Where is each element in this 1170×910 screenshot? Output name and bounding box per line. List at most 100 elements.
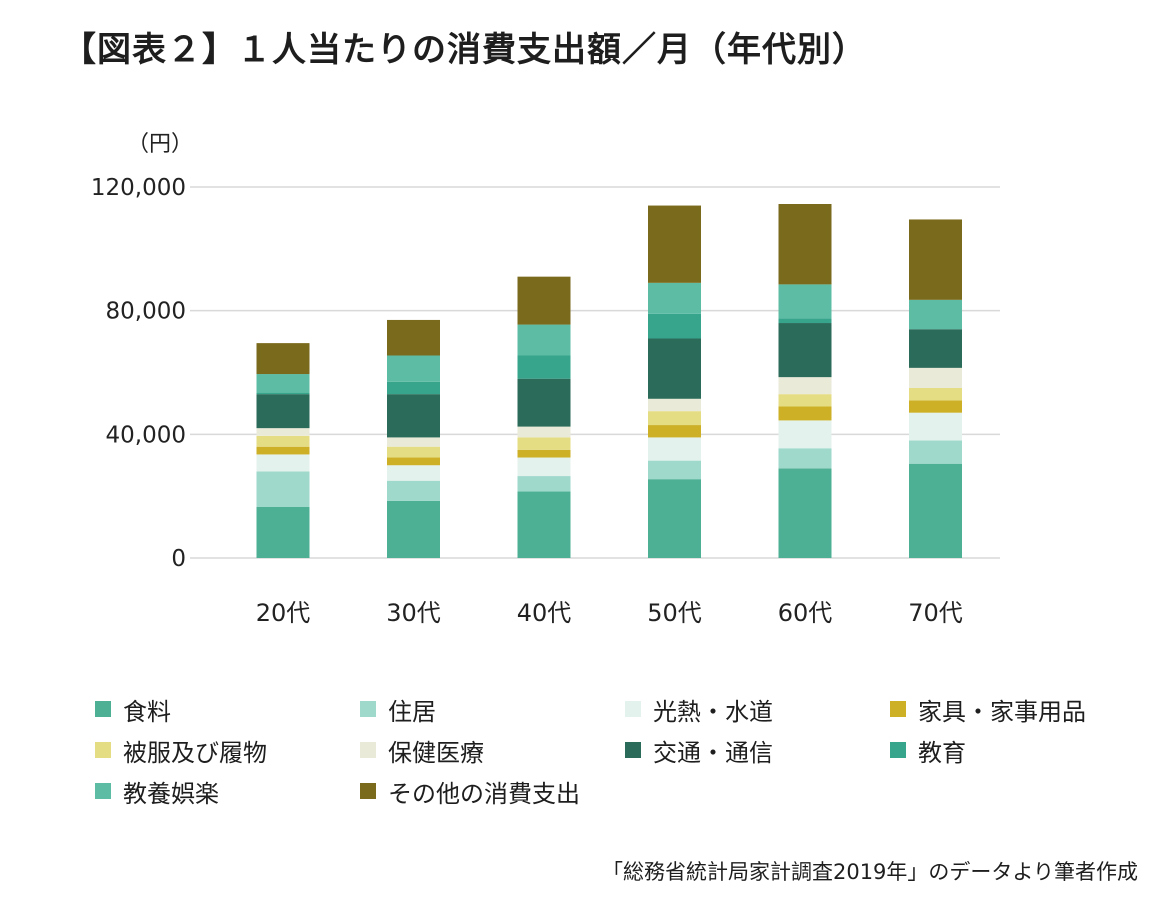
bar-segment bbox=[648, 460, 701, 480]
bar-segment bbox=[517, 324, 571, 356]
bar-segment bbox=[387, 319, 440, 356]
bar-segment bbox=[256, 506, 310, 558]
bar-segment bbox=[778, 204, 832, 285]
legend-swatch bbox=[360, 742, 376, 758]
bar-segment bbox=[256, 446, 310, 455]
x-tick-label: 30代 bbox=[386, 599, 441, 627]
bar-segment bbox=[648, 282, 701, 314]
bar-segment bbox=[909, 299, 962, 330]
y-tick-label: 40,000 bbox=[106, 422, 186, 448]
bar-segment bbox=[648, 411, 701, 426]
bar-segment bbox=[909, 219, 962, 300]
bar-segment bbox=[648, 338, 701, 399]
x-axis-ticks: 20代 30代 40代 50代 60代 70代 bbox=[256, 599, 963, 627]
bar-segment bbox=[387, 480, 440, 501]
bar-segment bbox=[648, 425, 701, 438]
legend-label: 被服及び履物 bbox=[123, 738, 267, 767]
legend-item: 教育 bbox=[890, 733, 1145, 767]
gridlines bbox=[190, 186, 1000, 559]
bar-segment bbox=[517, 276, 571, 325]
legend-swatch bbox=[360, 783, 376, 799]
legend-swatch bbox=[95, 701, 111, 717]
legend-item: 教養娯楽 bbox=[95, 774, 360, 808]
y-tick-label: 120,000 bbox=[91, 175, 186, 201]
bar-segment bbox=[387, 465, 440, 481]
bar-segment bbox=[256, 435, 310, 447]
bar-segment bbox=[387, 500, 440, 558]
legend-label: 光熱・水道 bbox=[653, 697, 773, 726]
bar-segment bbox=[256, 454, 310, 472]
legend-item: 交通・通信 bbox=[625, 733, 890, 767]
bar-segment bbox=[778, 284, 832, 319]
x-tick-label: 20代 bbox=[256, 599, 311, 627]
legend-label: 食料 bbox=[123, 697, 171, 726]
bar-segment bbox=[648, 313, 701, 339]
bar-segment bbox=[517, 491, 571, 558]
bar-segment bbox=[256, 374, 310, 393]
legend-label: 保健医療 bbox=[388, 738, 484, 767]
legend-swatch bbox=[95, 783, 111, 799]
bar-segment bbox=[387, 355, 440, 382]
bar-segment bbox=[387, 446, 440, 458]
bar-segment bbox=[778, 394, 832, 407]
bars bbox=[256, 204, 962, 558]
x-tick-label: 70代 bbox=[908, 599, 963, 627]
bar-segment bbox=[517, 355, 571, 379]
legend-item: 保健医療 bbox=[360, 733, 625, 767]
legend-label: 住居 bbox=[388, 697, 436, 726]
legend-item: 食料 bbox=[95, 692, 360, 726]
bar-segment bbox=[387, 437, 440, 447]
x-tick-label: 50代 bbox=[647, 599, 702, 627]
legend-swatch bbox=[360, 701, 376, 717]
bar-segment bbox=[909, 400, 962, 413]
legend-label: 家具・家事用品 bbox=[918, 697, 1086, 726]
legend-label: 教養娯楽 bbox=[123, 779, 219, 808]
legend-item: 被服及び履物 bbox=[95, 733, 360, 767]
bar-segment bbox=[909, 463, 962, 558]
bar-segment bbox=[778, 406, 832, 421]
bar-segment bbox=[778, 468, 832, 558]
stacked-bar-chart: 0 40,000 80,000 120,000 （円） 20代 30代 40代 50代 60代… bbox=[91, 132, 1000, 627]
y-axis-ticks: 0 40,000 80,000 120,000 bbox=[91, 175, 186, 572]
bar-segment bbox=[256, 471, 310, 507]
legend-item: その他の消費支出 bbox=[360, 774, 625, 808]
bar-segment bbox=[256, 394, 310, 429]
x-tick-label: 60代 bbox=[778, 599, 833, 627]
bar-segment bbox=[648, 398, 701, 412]
legend-label: 交通・通信 bbox=[653, 738, 773, 767]
bar-segment bbox=[517, 476, 571, 492]
bar-segment bbox=[909, 367, 962, 388]
legend-swatch bbox=[890, 701, 906, 717]
bar-segment bbox=[909, 412, 962, 441]
legend-swatch bbox=[625, 701, 641, 717]
bar-segment bbox=[909, 440, 962, 464]
bar-segment bbox=[517, 426, 571, 438]
legend-item: 住居 bbox=[360, 692, 625, 726]
bar-segment bbox=[778, 318, 832, 324]
y-tick-label: 80,000 bbox=[106, 299, 186, 325]
bar-segment bbox=[648, 205, 701, 283]
y-axis-unit-label: （円） bbox=[127, 132, 193, 157]
legend-label: その他の消費支出 bbox=[388, 779, 580, 808]
chart-title: 【図表２】１人当たりの消費支出額／月（年代別） bbox=[62, 30, 867, 70]
bar-segment bbox=[648, 437, 701, 461]
legend-swatch bbox=[625, 742, 641, 758]
bar-segment bbox=[517, 437, 571, 450]
legend-item: 家具・家事用品 bbox=[890, 692, 1145, 726]
legend-swatch bbox=[95, 742, 111, 758]
bar-segment bbox=[778, 448, 832, 469]
bar-segment bbox=[256, 343, 310, 375]
legend-item: 光熱・水道 bbox=[625, 692, 890, 726]
bar-segment bbox=[648, 479, 701, 558]
bar-segment bbox=[517, 378, 571, 427]
bar-segment bbox=[778, 323, 832, 378]
bar-segment bbox=[517, 457, 571, 477]
bar-segment bbox=[517, 449, 571, 458]
x-tick-label: 40代 bbox=[517, 599, 572, 627]
bar-segment bbox=[387, 381, 440, 395]
bar-segment bbox=[387, 457, 440, 466]
bar-segment bbox=[387, 394, 440, 438]
bar-segment bbox=[778, 420, 832, 449]
bar-segment bbox=[256, 392, 310, 395]
bar-segment bbox=[256, 428, 310, 436]
